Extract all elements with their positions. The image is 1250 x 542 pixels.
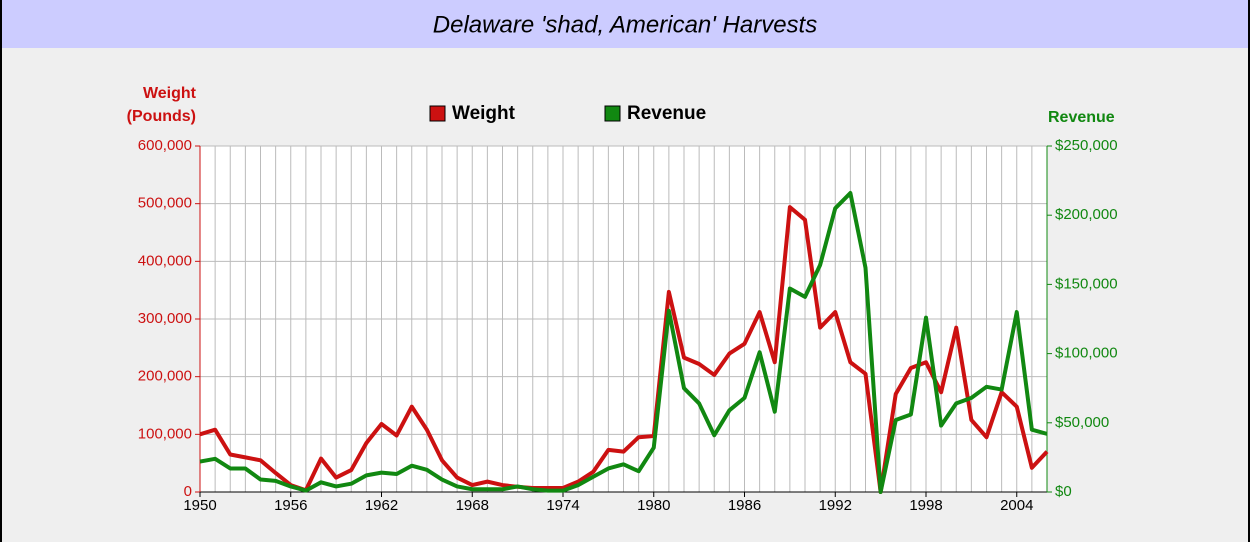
y-tick-label: 200,000 (138, 368, 192, 385)
y-tick-label: 300,000 (138, 310, 192, 327)
legend-label: Revenue (627, 103, 706, 124)
x-tick-label: 1992 (819, 497, 852, 514)
x-tick-label: 1998 (909, 497, 942, 514)
y2-tick-label: $0 (1055, 483, 1072, 500)
y2-tick-label: $100,000 (1055, 345, 1118, 362)
x-tick-label: 1986 (728, 497, 761, 514)
x-tick-label: 1980 (637, 497, 670, 514)
chart-title: Delaware 'shad, American' Harvests (433, 11, 817, 38)
x-tick-label: 1956 (274, 497, 307, 514)
legend-label: Weight (452, 103, 516, 124)
y-tick-label: 100,000 (138, 425, 192, 442)
y2-tick-label: $250,000 (1055, 137, 1118, 154)
y-axis-label: (Pounds) (127, 108, 196, 125)
legend-swatch (604, 105, 621, 122)
legend-swatch (429, 105, 446, 122)
x-tick-label: 1962 (365, 497, 398, 514)
data-line (199, 191, 1048, 494)
x-tick-label: 1968 (456, 497, 489, 514)
x-tick-label: 2004 (1000, 497, 1033, 514)
x-tick-label: 1974 (546, 497, 579, 514)
y-tick-label: 400,000 (138, 252, 192, 269)
y2-tick-label: $150,000 (1055, 275, 1118, 292)
y-axis-label: Weight (143, 85, 197, 102)
data-line (199, 205, 1049, 494)
y2-tick-label: $50,000 (1055, 414, 1109, 431)
title-bar (0, 0, 1250, 48)
y-tick-label: 600,000 (138, 137, 192, 154)
y-tick-label: 500,000 (138, 195, 192, 212)
y2-axis-label: Revenue (1048, 109, 1115, 126)
y-tick-label: 0 (184, 483, 192, 500)
y2-tick-label: $200,000 (1055, 206, 1118, 223)
x-tick-label: 1950 (183, 497, 216, 514)
